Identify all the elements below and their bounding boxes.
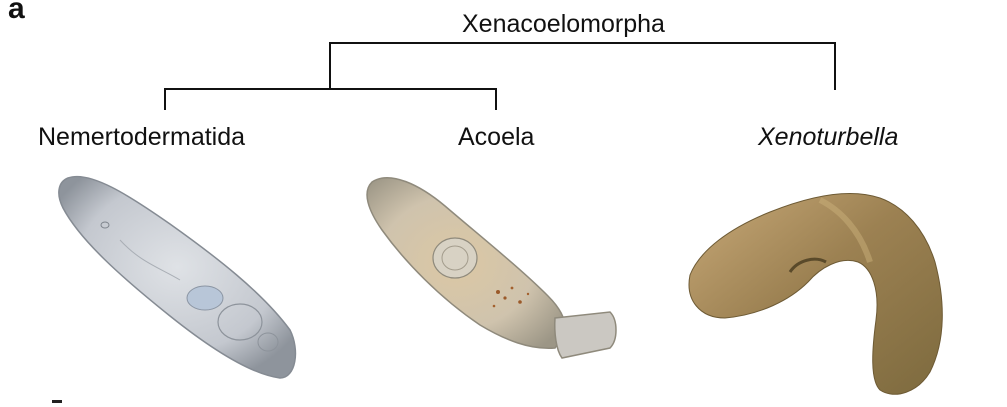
clade-title: Xenacoelomorpha — [462, 10, 665, 38]
taxon-label-nemertodermatida: Nemertodermatida — [38, 123, 246, 151]
taxon-label-xenoturbella: Xenoturbella — [758, 123, 899, 151]
next-panel-mark — [52, 400, 62, 403]
acoel-specimen — [366, 177, 617, 359]
panel-label: a — [8, 0, 25, 25]
tree-branch-root — [329, 42, 836, 90]
nemertodermatid-specimen — [58, 175, 297, 379]
tree-branch-acoelomorpha — [164, 88, 497, 110]
xenoturbella-specimen — [688, 193, 943, 395]
taxon-label-acoela: Acoela — [458, 123, 535, 151]
